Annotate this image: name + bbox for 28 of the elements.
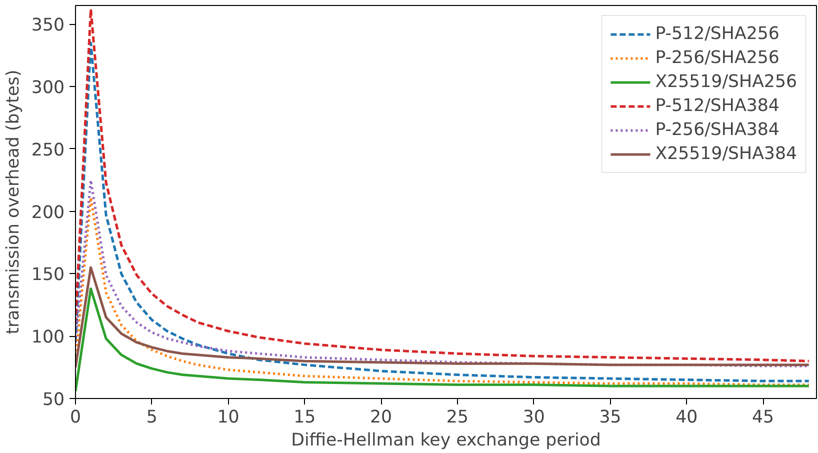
x-tick-label: 10	[217, 408, 240, 428]
y-tick-label: 300	[31, 78, 65, 98]
x-tick-label: 0	[70, 408, 82, 428]
legend-label: P-512/SHA256	[655, 24, 780, 44]
y-tick-label: 250	[31, 140, 65, 160]
y-tick-label: 100	[31, 328, 65, 348]
x-axis-title: Diffie-Hellman key exchange period	[291, 430, 601, 450]
x-tick-label: 15	[294, 408, 316, 428]
x-tick-label: 45	[752, 408, 774, 428]
y-tick-label: 350	[31, 16, 65, 36]
y-tick-label: 50	[42, 390, 65, 410]
legend-label: P-256/SHA256	[655, 48, 780, 68]
x-tick-label: 40	[676, 408, 698, 428]
x-tick-label: 35	[599, 408, 622, 428]
line-series	[76, 287, 810, 392]
x-tick-label: 30	[522, 408, 545, 428]
x-tick-label: 25	[446, 408, 468, 428]
y-tick-label: 150	[31, 265, 65, 286]
line-series	[76, 266, 810, 369]
legend-label: X25519/SHA256	[655, 72, 797, 92]
legend-label: P-256/SHA384	[655, 120, 780, 140]
y-axis-title: transmission overhead (bytes)	[3, 70, 24, 334]
y-tick-label: 200	[31, 202, 65, 223]
x-tick-label: 5	[146, 408, 158, 428]
legend-label: P-512/SHA384	[655, 96, 780, 116]
legend-label: X25519/SHA384	[655, 144, 797, 164]
x-tick-label: 20	[370, 408, 392, 428]
line-series	[76, 196, 810, 386]
